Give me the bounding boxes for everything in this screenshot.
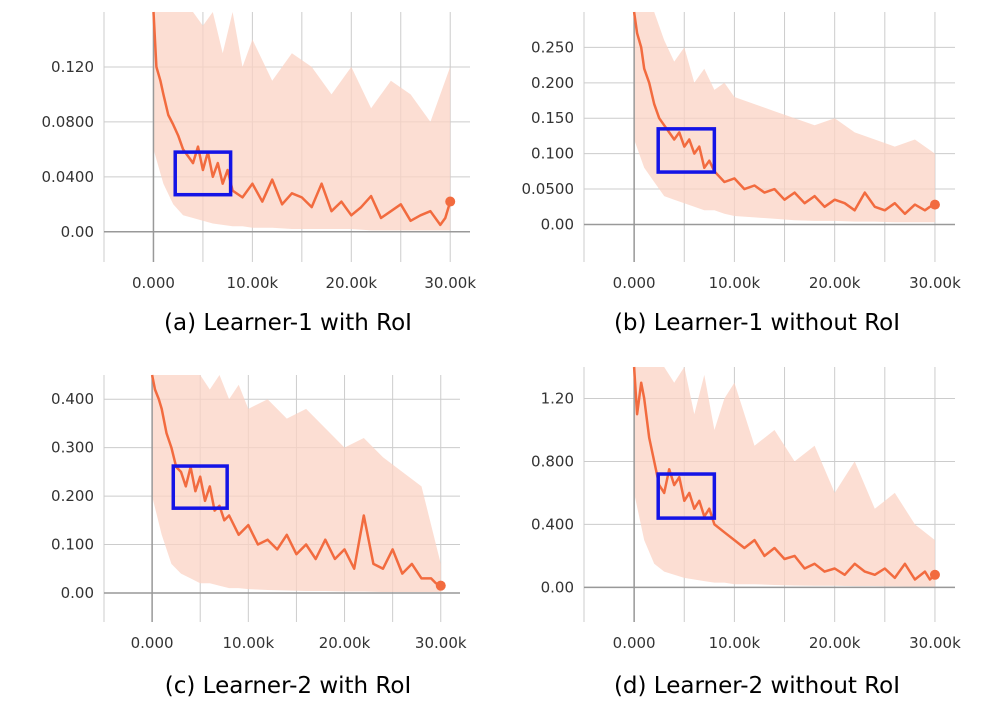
- panel-a: 0.00 0.0400 0.0800 0.120 0.000 10.00k 20.00k 30…: [42, 11, 476, 292]
- x-tick-label-b: 0.000: [613, 274, 656, 292]
- roi-box-d: [656, 472, 717, 520]
- raw-series-band-d: [634, 367, 935, 587]
- y-tick-label-a: 0.120: [51, 58, 94, 76]
- smoothed-series-line-a: [152, 11, 452, 227]
- smoothed-series-line-b: [632, 11, 936, 216]
- x-tick-label-c: 10.00k: [223, 634, 275, 652]
- smoothed-series-line-d: [632, 366, 936, 581]
- caption-d: (d) Learner-2 without RoI: [614, 673, 900, 699]
- x-tick-label-d: 30.00k: [909, 634, 961, 652]
- y-tick-label-c: 0.200: [51, 487, 94, 505]
- roi-box-c: [171, 464, 229, 510]
- y-tick-label-c: 0.100: [51, 536, 94, 554]
- roi-box-b: [656, 127, 717, 174]
- y-tick-label-d: 0.800: [531, 452, 574, 470]
- panel-b: 0.00 0.0500 0.100 0.150 0.200 0.250 0.000 10.00…: [522, 11, 961, 292]
- x-tick-label-a: 20.00k: [325, 274, 377, 292]
- y-tick-label-b: 0.100: [531, 145, 574, 163]
- x-tick-label-b: 10.00k: [709, 274, 761, 292]
- y-tick-label-b: 0.150: [531, 109, 574, 127]
- series-end-marker-c: [435, 580, 446, 591]
- caption-a: (a) Learner-1 with RoI: [164, 310, 412, 336]
- y-tick-label-d: 1.20: [541, 389, 574, 407]
- y-tick-label-a: 0.00: [61, 223, 94, 241]
- x-tick-label-a: 0.000: [132, 274, 175, 292]
- raw-series-band-a: [153, 12, 451, 231]
- panel-d: 0.00 0.400 0.800 1.20 0.000 10.00k 20.00k 30.00…: [531, 366, 961, 652]
- x-tick-label-b: 30.00k: [909, 274, 961, 292]
- panel-c: 0.00 0.100 0.200 0.300 0.400 0.000 10.00k 20.00…: [51, 374, 467, 652]
- y-tick-label-c: 0.300: [51, 439, 94, 457]
- y-tick-label-d: 0.400: [531, 515, 574, 533]
- y-tick-label-b: 0.0500: [522, 180, 575, 198]
- x-tick-label-d: 10.00k: [709, 634, 761, 652]
- series-end-marker-b: [929, 199, 940, 210]
- caption-c: (c) Learner-2 with RoI: [165, 673, 411, 699]
- x-tick-label-d: 20.00k: [809, 634, 861, 652]
- smoothed-series-line-c: [150, 374, 442, 587]
- y-tick-label-b: 0.250: [531, 38, 574, 56]
- series-end-marker-a: [445, 196, 456, 207]
- x-tick-label-c: 0.000: [131, 634, 174, 652]
- raw-series-band-b: [634, 12, 935, 223]
- x-tick-label-b: 20.00k: [809, 274, 861, 292]
- caption-b: (b) Learner-1 without RoI: [614, 310, 900, 336]
- y-tick-label-a: 0.0800: [42, 113, 95, 131]
- x-tick-label-c: 30.00k: [415, 634, 467, 652]
- x-tick-label-c: 20.00k: [319, 634, 371, 652]
- y-tick-label-b: 0.00: [541, 215, 574, 233]
- x-tick-label-a: 10.00k: [227, 274, 279, 292]
- roi-box-a: [173, 150, 233, 197]
- y-tick-label-b: 0.200: [531, 74, 574, 92]
- y-tick-label-a: 0.0400: [42, 168, 95, 186]
- y-tick-label-c: 0.400: [51, 390, 94, 408]
- y-tick-label-c: 0.00: [61, 584, 94, 602]
- y-tick-label-d: 0.00: [541, 578, 574, 596]
- series-end-marker-d: [929, 569, 940, 580]
- x-tick-label-a: 30.00k: [424, 274, 476, 292]
- x-tick-label-d: 0.000: [613, 634, 656, 652]
